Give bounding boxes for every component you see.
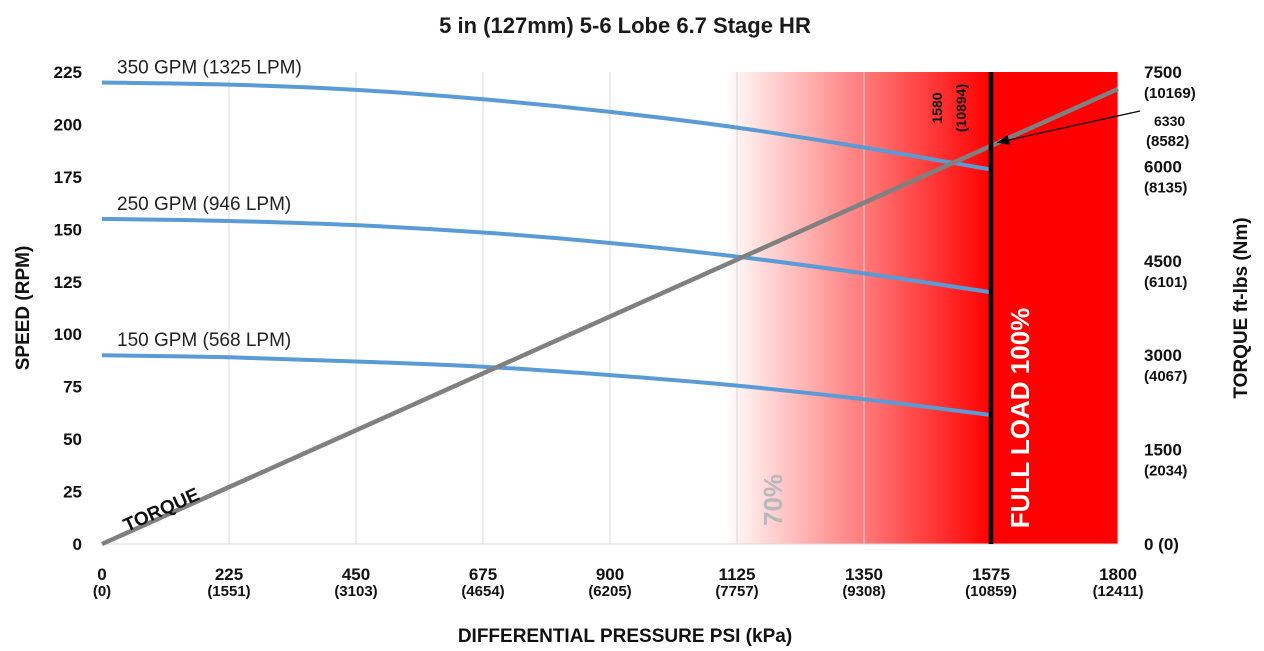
x-tick-label: 0 (97, 565, 106, 584)
x-tick-label: 450 (342, 565, 370, 584)
x-tick-label: 1125 (719, 565, 756, 584)
x-tick-label: 1800 (1099, 565, 1137, 584)
full-load-psi-label: 1580 (929, 92, 945, 123)
y2-tick-sublabel: (8135) (1144, 179, 1187, 196)
y2-tick-label: 3000 (1144, 346, 1182, 365)
x-tick-sublabel: (3103) (334, 583, 377, 600)
speed-series-label: 150 GPM (568 LPM) (117, 330, 291, 351)
x-tick-sublabel: (7757) (715, 583, 758, 600)
y2-tick-label: 1500 (1144, 441, 1182, 460)
y2-tick-label: 0 (0) (1144, 535, 1179, 554)
x-axis-title: DIFFERENTIAL PRESSURE PSI (kPa) (458, 626, 792, 647)
speed-curves (101, 80, 992, 417)
torque-curve (101, 86, 1119, 547)
torque-annotation-arrowhead (997, 135, 1010, 145)
speed-series-label: 250 GPM (946 LPM) (117, 194, 291, 215)
speed-series-line (101, 80, 992, 172)
torque-series-label: TORQUE (120, 484, 202, 536)
y-tick-label: 150 (54, 220, 82, 239)
axes: 0(0)225(1551)450(3103)675(4654)900(6205)… (54, 63, 1196, 600)
fade-zone (725, 72, 991, 544)
y-axis-title: SPEED (RPM) (13, 246, 34, 371)
x-tick-label: 900 (596, 565, 624, 584)
x-tick-label: 225 (215, 565, 243, 584)
y2-axis-title: TORQUE ft-lbs (Nm) (1231, 217, 1252, 398)
y-tick-label: 75 (63, 378, 82, 397)
y-tick-label: 200 (54, 115, 82, 134)
y2-tick-label: 7500 (1144, 63, 1182, 82)
x-tick-label: 675 (469, 565, 497, 584)
y-tick-label: 50 (63, 430, 82, 449)
torque-full-load-label: 6330 (1154, 113, 1185, 129)
full-load-zone (991, 72, 1118, 544)
full-load-kpa-label: (10894) (953, 84, 969, 132)
x-tick-sublabel: (6205) (588, 583, 631, 600)
y2-tick-sublabel: (4067) (1144, 368, 1187, 385)
y-tick-label: 25 (63, 483, 82, 502)
y-tick-label: 175 (54, 168, 82, 187)
y-tick-label: 225 (54, 63, 82, 82)
torque-series-line (101, 86, 1119, 547)
y-tick-label: 125 (54, 273, 82, 292)
y2-tick-label: 4500 (1144, 252, 1182, 271)
x-tick-label: 1350 (845, 565, 883, 584)
x-tick-sublabel: (1551) (207, 583, 250, 600)
y-tick-label: 100 (54, 325, 82, 344)
speed-series-line (101, 216, 992, 295)
torque-full-load-nm-label: (8582) (1146, 133, 1189, 150)
x-tick-sublabel: (0) (93, 583, 111, 600)
zone-70-label: 70% (758, 474, 788, 526)
x-tick-label: 1575 (972, 565, 1010, 584)
y2-tick-sublabel: (10169) (1144, 85, 1196, 102)
chart-title: 5 in (127mm) 5-6 Lobe 6.7 Stage HR (439, 13, 811, 38)
speed-series-line (101, 353, 992, 417)
x-tick-sublabel: (9308) (842, 583, 885, 600)
speed-series-label: 350 GPM (1325 LPM) (117, 57, 302, 78)
y2-tick-sublabel: (2034) (1144, 463, 1187, 480)
x-tick-sublabel: (10859) (965, 583, 1017, 600)
y2-tick-label: 6000 (1144, 157, 1182, 176)
load-zones (725, 72, 1118, 544)
x-tick-sublabel: (12411) (1093, 583, 1144, 600)
full-load-label: FULL LOAD 100% (1005, 308, 1035, 529)
y2-tick-sublabel: (6101) (1144, 274, 1187, 291)
y-tick-label: 0 (73, 535, 82, 554)
torque-annotation-arrow (996, 110, 1141, 144)
x-tick-sublabel: (4654) (461, 583, 504, 600)
